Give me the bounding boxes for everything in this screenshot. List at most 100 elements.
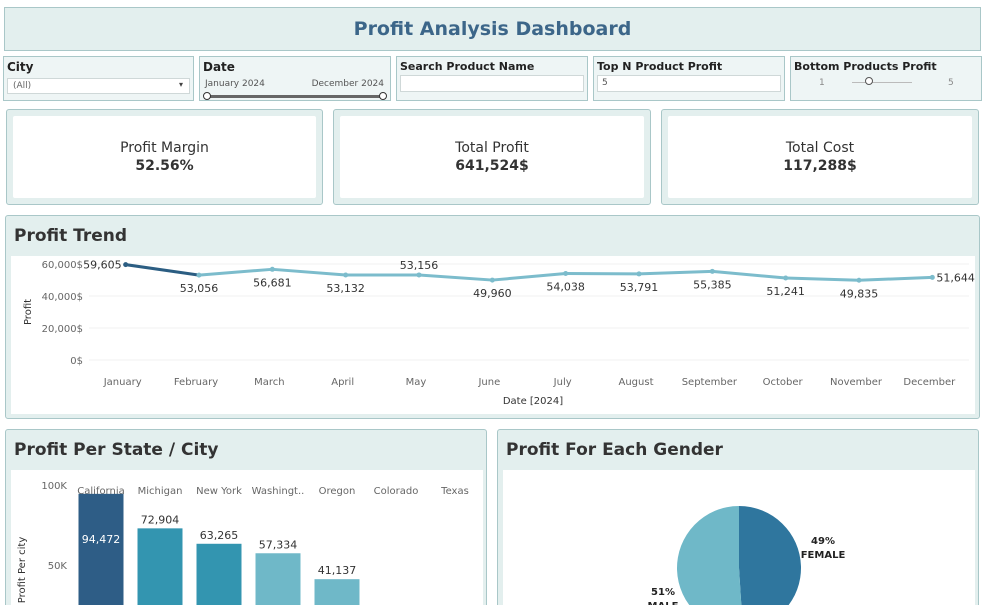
y-tick-label: 0$	[70, 356, 83, 367]
trend-data-label: 53,132	[326, 282, 365, 295]
state-profit-title: Profit Per State / City	[14, 440, 219, 460]
state-profit-chart-area: 100K 50K Profit Per city California Michigan…	[11, 470, 483, 605]
x-tick-label: October	[763, 377, 804, 388]
bottom-products-label: Bottom Products Profit	[794, 60, 937, 73]
date-range-track[interactable]	[206, 95, 384, 98]
search-product-label: Search Product Name	[400, 60, 535, 73]
gender-profit-chart: 49% FEMALE 51% MALE	[648, 506, 846, 605]
trend-data-label: 55,385	[693, 278, 732, 291]
state-profit-chart: 100K 50K Profit Per city California Michigan…	[17, 481, 469, 605]
trend-line-segment	[490, 272, 568, 282]
state-bar[interactable]	[137, 528, 183, 605]
bar-data-label: 57,334	[259, 538, 298, 551]
date-range-start: January 2024	[205, 79, 265, 89]
x-axis-label: Date [2024]	[503, 396, 563, 407]
state-bar[interactable]	[196, 543, 242, 605]
category-label: Colorado	[374, 486, 419, 497]
category-label: California	[77, 486, 125, 497]
top-n-input[interactable]: 5	[597, 75, 781, 92]
trend-data-label: 56,681	[253, 276, 292, 289]
trend-line-segment	[270, 267, 348, 277]
trend-line-segment	[417, 273, 494, 282]
pie-percent-label: 49%	[811, 536, 835, 547]
kpi-label: Total Profit	[455, 140, 529, 156]
x-tick-label: January	[103, 377, 142, 388]
trend-line-segment	[637, 269, 714, 276]
kpi-value: 117,288$	[783, 158, 857, 174]
x-tick-label: November	[830, 377, 883, 388]
trend-point[interactable]	[196, 272, 202, 278]
trend-data-label: 54,038	[546, 281, 585, 294]
city-dropdown[interactable]: (All) ▾	[7, 78, 190, 94]
city-dropdown-value: (All)	[13, 81, 32, 91]
date-range-start-handle[interactable]	[203, 92, 211, 100]
search-product-input[interactable]	[400, 75, 584, 92]
page-title: Profit Analysis Dashboard	[353, 18, 632, 40]
category-label: New York	[196, 486, 242, 497]
city-filter: City (All) ▾	[3, 56, 194, 101]
trend-data-label: 51,241	[766, 285, 805, 298]
bottom-products-slider-track[interactable]	[852, 82, 912, 83]
kpi-label: Total Cost	[785, 140, 855, 156]
y-tick-label: 60,000$	[42, 260, 83, 271]
slider-min-label: 1	[819, 78, 825, 88]
trend-data-label: 53,156	[400, 259, 439, 272]
pie-name-label: MALE	[648, 601, 679, 605]
profit-trend-title: Profit Trend	[14, 226, 128, 246]
x-tick-label: April	[331, 377, 354, 388]
dashboard-header: Profit Analysis Dashboard	[4, 7, 981, 51]
pie-slice-male[interactable]	[677, 506, 743, 605]
trend-line-segment	[710, 269, 788, 280]
trend-point[interactable]	[489, 277, 495, 283]
bottom-products-filter: Bottom Products Profit 1 5	[790, 56, 982, 101]
profit-trend-chart-area: 60,000$ 40,000$ 20,000$ 0$ Profit 59,605 53,05…	[11, 256, 975, 414]
category-label: Texas	[440, 486, 469, 497]
x-tick-label: September	[682, 377, 738, 388]
kpi-profit-margin: Profit Margin 52.56%	[6, 109, 323, 205]
pie-name-label: FEMALE	[801, 550, 846, 561]
trend-data-label: 49,835	[840, 287, 879, 300]
bar-data-label: 72,904	[141, 513, 180, 526]
state-bar[interactable]	[78, 493, 124, 605]
state-bar[interactable]	[314, 579, 360, 605]
x-tick-label: August	[619, 377, 654, 388]
trend-point[interactable]	[416, 272, 422, 278]
trend-point[interactable]	[123, 262, 129, 268]
trend-data-label: 51,644	[936, 271, 975, 284]
category-label: Washingt..	[252, 486, 305, 497]
trend-point[interactable]	[709, 268, 715, 274]
trend-point[interactable]	[636, 271, 642, 277]
top-n-label: Top N Product Profit	[597, 60, 723, 73]
trend-point[interactable]	[783, 275, 789, 281]
kpi-label: Profit Margin	[120, 140, 209, 156]
trend-point[interactable]	[269, 266, 275, 272]
x-tick-label: March	[254, 377, 284, 388]
date-range-end-handle[interactable]	[379, 92, 387, 100]
trend-data-label: 53,791	[620, 281, 659, 294]
bar-data-label: 41,137	[318, 564, 357, 577]
trend-point[interactable]	[343, 272, 349, 278]
x-tick-label: December	[903, 377, 956, 388]
y-axis-label: Profit	[23, 299, 34, 325]
state-bar[interactable]	[255, 553, 301, 605]
date-filter-label: Date	[203, 60, 235, 74]
search-product-filter: Search Product Name	[396, 56, 588, 101]
slider-max-label: 5	[948, 78, 954, 88]
state-profit-panel: Profit Per State / City 100K 50K Profit Pe…	[5, 429, 487, 605]
bar-data-label: 63,265	[200, 529, 239, 542]
trend-point[interactable]	[856, 277, 862, 283]
pie-slice-female[interactable]	[739, 506, 801, 605]
trend-point[interactable]	[929, 274, 935, 280]
gender-profit-panel: Profit For Each Gender 49% FEMALE 51% MALE	[497, 429, 979, 605]
gender-profit-chart-area: 49% FEMALE 51% MALE	[503, 470, 975, 605]
trend-line-segment	[124, 263, 201, 277]
trend-data-label: 49,960	[473, 287, 512, 300]
y-tick-label: 20,000$	[42, 324, 83, 335]
date-filter: Date January 2024 December 2024	[199, 56, 391, 101]
bottom-products-slider-handle[interactable]	[865, 77, 873, 85]
chevron-down-icon[interactable]: ▾	[178, 80, 183, 89]
trend-point[interactable]	[563, 271, 569, 277]
trend-data-label: 53,056	[180, 282, 219, 295]
city-filter-label: City	[7, 60, 34, 74]
y-tick-label: 100K	[41, 481, 67, 492]
